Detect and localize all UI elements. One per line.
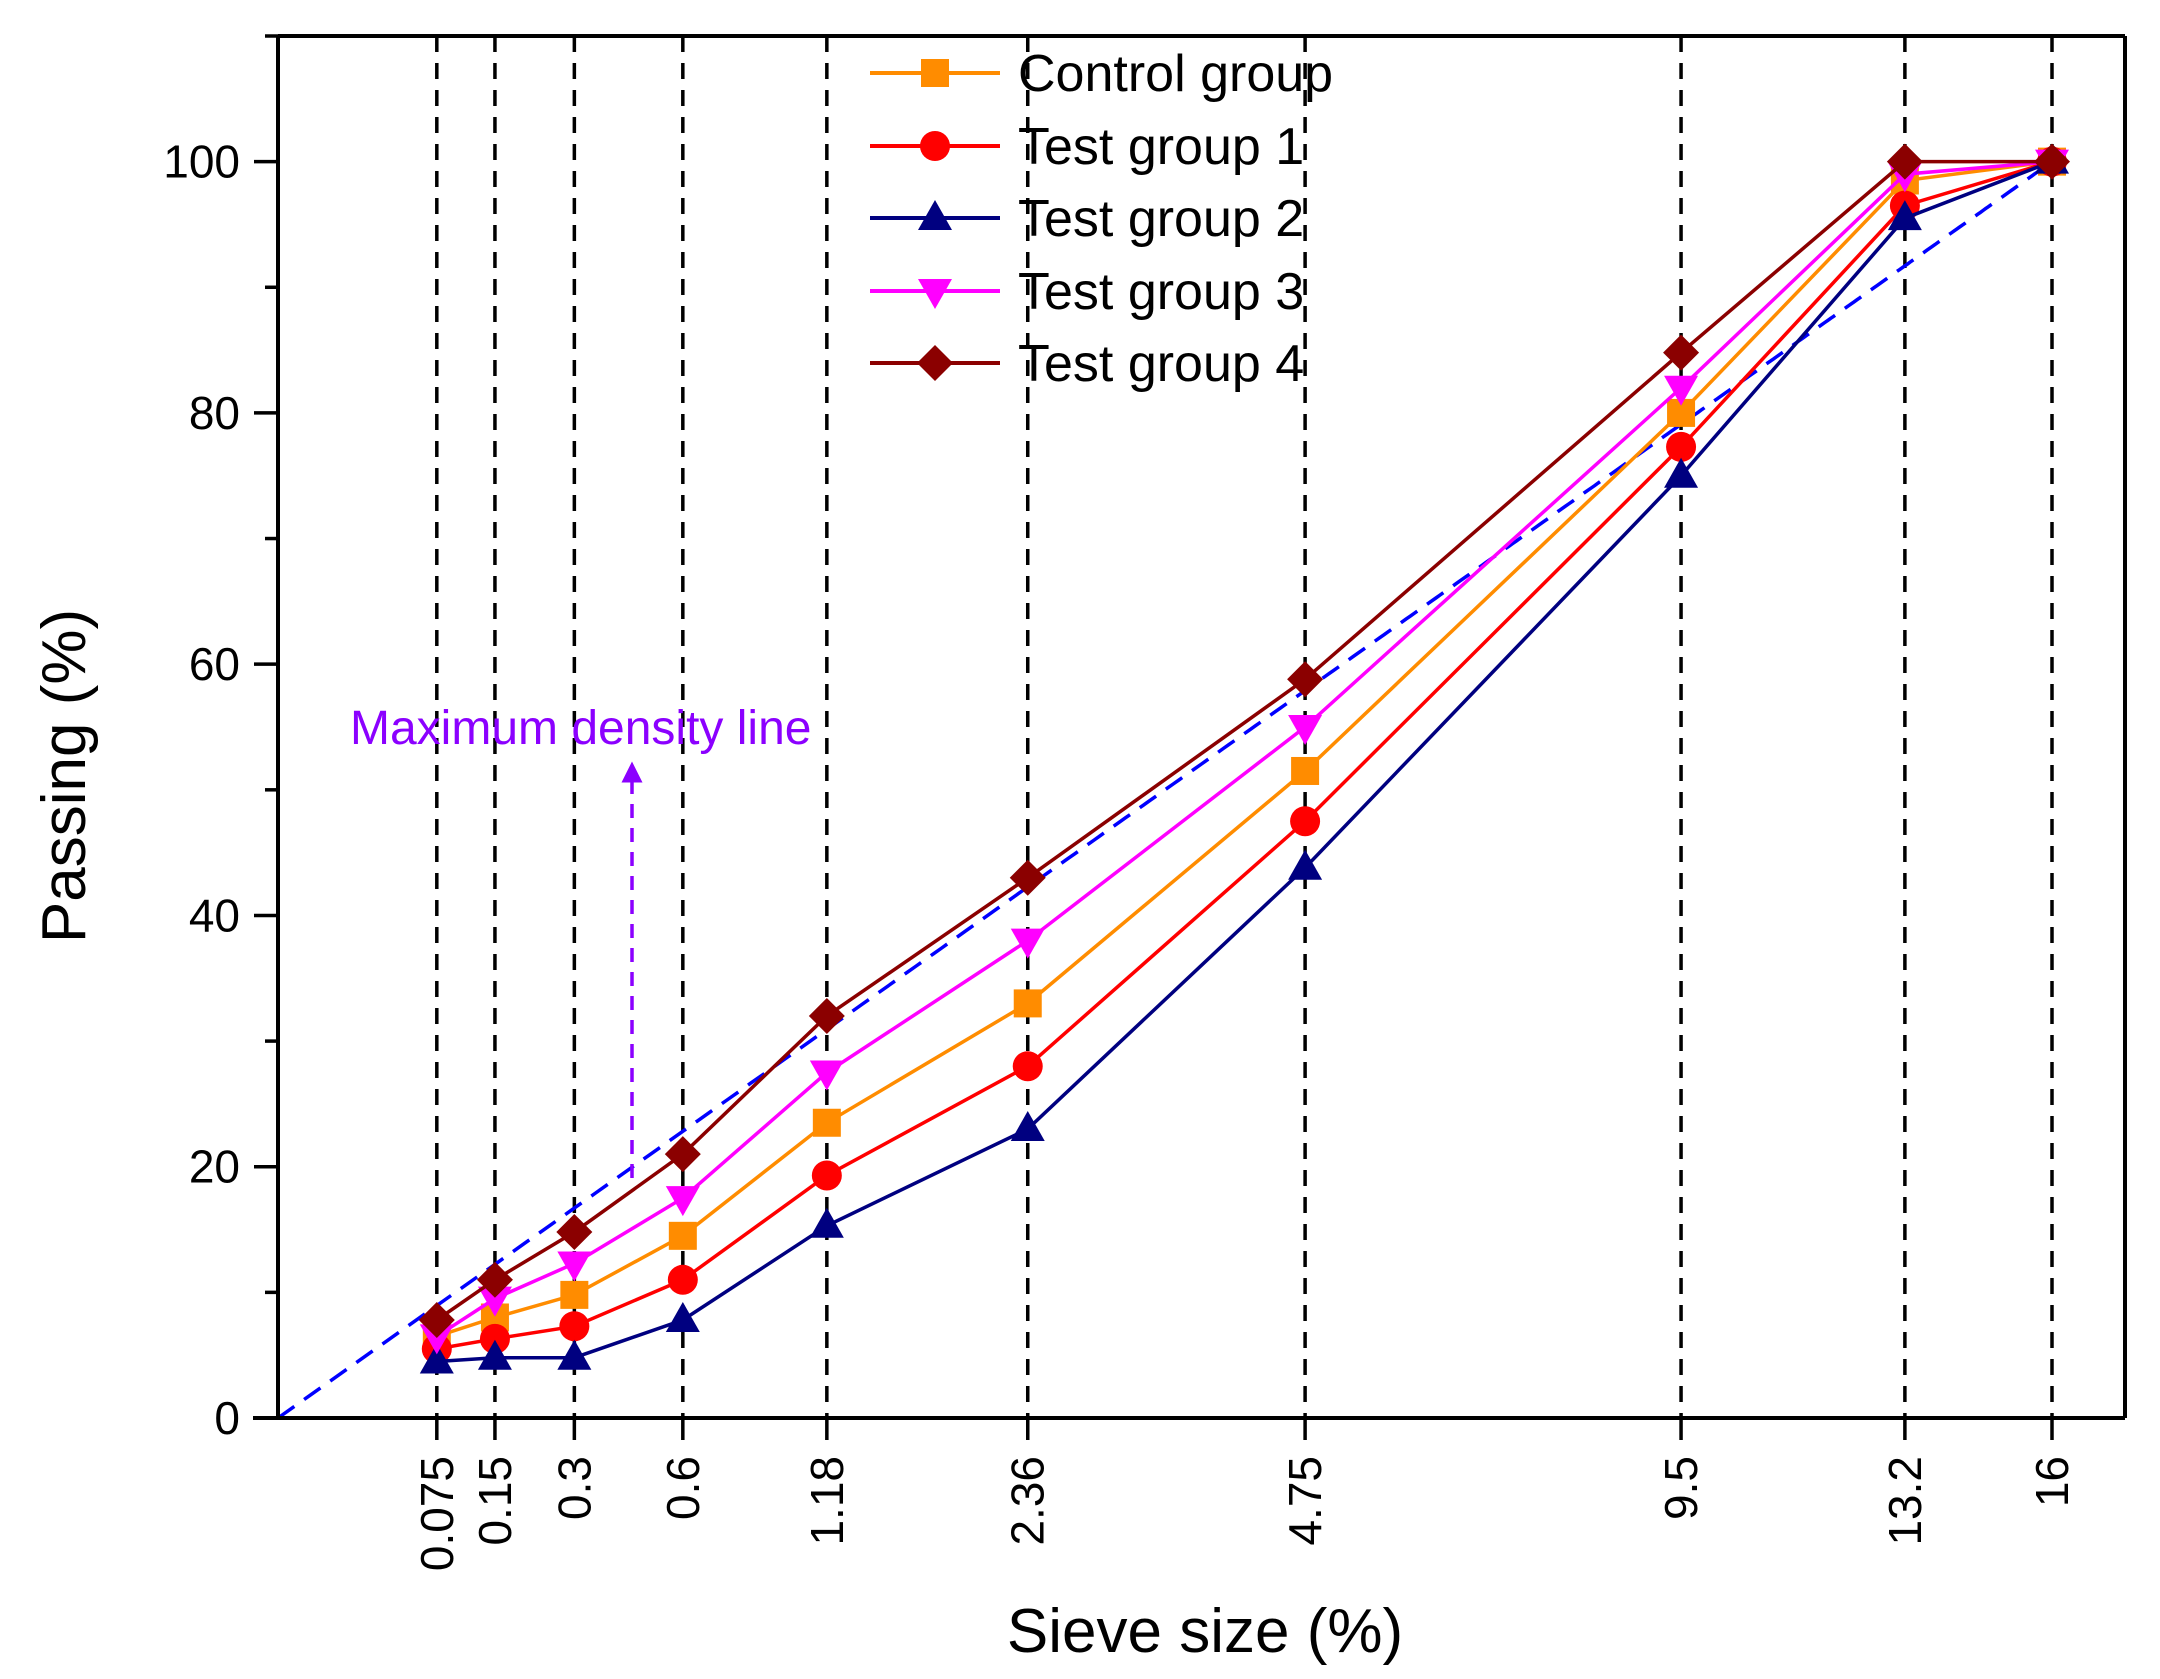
legend-item-test-group-1: Test group 1 <box>870 118 1304 176</box>
legend-item-test-group-4: Test group 4 <box>870 335 1304 393</box>
point-test-group-2-0.3 <box>557 1339 592 1370</box>
series-test-group-4 <box>418 143 2071 1339</box>
line-control-group <box>436 159 2053 1338</box>
x-tick-label-0.3: 0.3 <box>548 1456 600 1520</box>
maximum-density-line <box>276 160 2054 1420</box>
point-control-group-2.36 <box>1013 989 1042 1018</box>
x-tick-label-13.2: 13.2 <box>1879 1456 1931 1546</box>
point-test-group-4-0.3 <box>556 1214 593 1251</box>
point-test-group-4-2.36 <box>1009 859 1046 896</box>
point-test-group-4-13.2 <box>1886 143 1923 180</box>
legend-marker-triangle-down-icon <box>918 279 952 309</box>
vertical-gridlines <box>435 36 2054 1418</box>
legend-marker-circle-icon <box>920 131 950 161</box>
point-control-group-0.3 <box>560 1280 589 1309</box>
legend-item-test-group-2: Test group 2 <box>870 190 1304 248</box>
point-test-group-2-4.75 <box>1288 849 1323 880</box>
line-test-group-4 <box>435 159 2052 1322</box>
legend-item-control-group: Control group <box>870 45 1333 103</box>
legend-marker-diamond-icon <box>917 345 953 381</box>
point-test-group-2-0.6 <box>665 1302 700 1333</box>
point-test-group-4-0.6 <box>664 1136 701 1173</box>
x-tick-label-4.75: 4.75 <box>1279 1456 1331 1546</box>
x-tick-label-0.15: 0.15 <box>469 1456 521 1546</box>
point-test-group-4-16 <box>2034 143 2071 180</box>
point-control-group-1.18 <box>812 1108 841 1137</box>
legend-marker-square-icon <box>921 59 949 87</box>
legend-label-control-group: Control group <box>1018 45 1333 103</box>
point-test-group-3-9.5 <box>1664 375 1699 406</box>
x-tick-label-0.6: 0.6 <box>657 1456 709 1520</box>
line-test-group-1 <box>436 159 2053 1351</box>
point-test-group-2-0.075 <box>419 1343 454 1374</box>
point-test-group-3-0.6 <box>665 1186 700 1217</box>
x-tick-label-9.5: 9.5 <box>1655 1456 1707 1520</box>
point-test-group-1-2.36 <box>1012 1051 1043 1082</box>
x-axis-title: Sieve size (%) <box>1007 1597 1403 1666</box>
y-tick-label-40: 40 <box>189 889 240 941</box>
point-test-group-1-0.3 <box>559 1311 590 1342</box>
series-control-group <box>422 147 2067 1351</box>
point-test-group-4-1.18 <box>808 997 845 1034</box>
point-test-group-1-4.75 <box>1290 806 1321 837</box>
y-axis-title: Passing (%) <box>30 609 99 943</box>
legend-label-test-group-4: Test group 4 <box>1018 335 1304 393</box>
point-test-group-2-1.18 <box>809 1207 844 1238</box>
point-test-group-2-13.2 <box>1887 200 1922 231</box>
x-tick-label-1.18: 1.18 <box>801 1456 853 1546</box>
y-tick-label-100: 100 <box>163 136 240 188</box>
point-test-group-2-2.36 <box>1010 1111 1045 1142</box>
point-test-group-1-9.5 <box>1666 431 1697 462</box>
point-test-group-2-0.15 <box>477 1339 512 1370</box>
point-test-group-3-2.36 <box>1010 928 1045 959</box>
point-test-group-1-1.18 <box>811 1160 842 1191</box>
point-test-group-3-1.18 <box>809 1060 844 1091</box>
point-test-group-4-4.75 <box>1287 661 1324 698</box>
y-tick-label-60: 60 <box>189 638 240 690</box>
legend-label-test-group-1: Test group 1 <box>1018 118 1304 176</box>
point-test-group-4-0.15 <box>476 1261 513 1298</box>
line-test-group-2 <box>436 159 2053 1364</box>
point-test-group-3-0.075 <box>419 1324 454 1355</box>
legend-label-test-group-3: Test group 3 <box>1018 263 1304 321</box>
y-tick-label-80: 80 <box>189 387 240 439</box>
reference-line-group <box>276 160 2054 1420</box>
y-tick-label-20: 20 <box>189 1141 240 1193</box>
point-test-group-2-9.5 <box>1664 457 1699 488</box>
point-control-group-4.75 <box>1291 756 1320 785</box>
series-group <box>418 143 2071 1374</box>
point-test-group-3-0.3 <box>557 1251 592 1282</box>
legend-item-test-group-3: Test group 3 <box>870 263 1304 321</box>
point-test-group-3-0.15 <box>477 1286 512 1317</box>
legend-label-test-group-2: Test group 2 <box>1018 190 1304 248</box>
line-test-group-3 <box>435 159 2053 1338</box>
legend-marker-triangle-up-icon <box>918 200 952 230</box>
point-test-group-1-0.6 <box>667 1264 698 1295</box>
series-test-group-2 <box>419 143 2070 1374</box>
axes-group: 0 20 40 60 80 100 0.075 0.15 0.3 0.6 1.18 2.36 4.75 9… <box>163 34 2127 1571</box>
y-tick-label-0: 0 <box>214 1392 240 1444</box>
x-tick-label-0.075: 0.075 <box>411 1456 463 1571</box>
point-control-group-0.6 <box>668 1221 697 1250</box>
point-test-group-3-4.75 <box>1288 715 1323 745</box>
legend: Control group Test group 1 Test group 2 … <box>870 45 1333 393</box>
point-test-group-4-0.075 <box>418 1302 455 1339</box>
x-tick-label-16: 16 <box>2026 1456 2078 1507</box>
point-test-group-1-0.15 <box>479 1323 510 1354</box>
maximum-density-label: Maximum density line <box>350 702 811 755</box>
series-test-group-3 <box>419 149 2070 1355</box>
point-test-group-4-9.5 <box>1663 334 1700 371</box>
x-tick-label-2.36: 2.36 <box>1002 1456 1054 1546</box>
series-test-group-1 <box>421 146 2068 1364</box>
